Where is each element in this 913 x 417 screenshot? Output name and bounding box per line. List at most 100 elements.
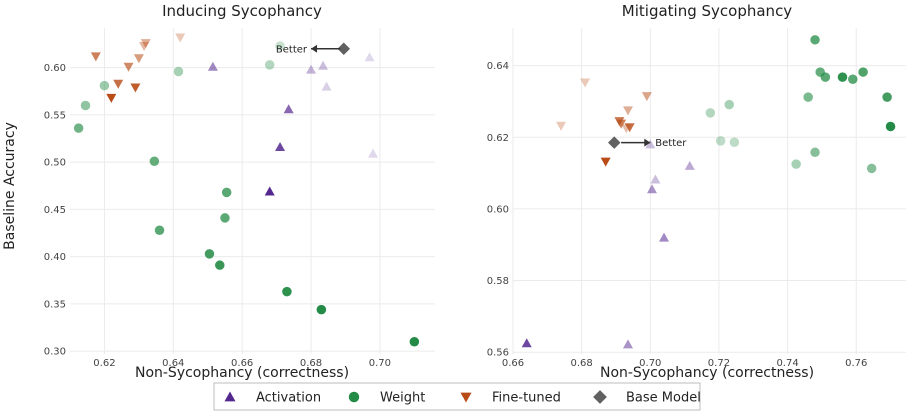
weight-point bbox=[73, 123, 84, 133]
y-axis-label: Baseline Accuracy bbox=[2, 122, 18, 250]
legend: Activation Weight Fine-tuned Base Model bbox=[213, 382, 701, 411]
activation-point bbox=[364, 52, 375, 62]
activation-point bbox=[264, 186, 275, 196]
weight-point bbox=[885, 121, 896, 132]
fine-tuned-point bbox=[616, 119, 627, 129]
weight-point bbox=[215, 260, 225, 270]
activation-point bbox=[368, 148, 379, 158]
y-tick-label: 0.35 bbox=[44, 299, 66, 310]
y-tick-label: 0.58 bbox=[487, 276, 509, 287]
y-tick-label: 0.60 bbox=[487, 204, 509, 215]
x-tick-label: 0.68 bbox=[300, 358, 322, 369]
weight-point bbox=[80, 100, 91, 111]
x-tick-label: 0.74 bbox=[776, 358, 798, 369]
activation-point bbox=[306, 64, 317, 74]
x-tick-label: 0.64 bbox=[162, 358, 184, 369]
activation-point bbox=[207, 61, 218, 71]
data-points bbox=[73, 33, 420, 347]
weight-point bbox=[848, 74, 858, 84]
fine-tuned-point bbox=[641, 92, 652, 102]
weight-point bbox=[820, 72, 831, 82]
weight-point bbox=[810, 147, 820, 158]
x-tick-label: 0.70 bbox=[639, 358, 661, 369]
y-tick-label: 0.60 bbox=[44, 63, 66, 74]
weight-point bbox=[858, 67, 868, 77]
fine-tuned-point bbox=[580, 78, 591, 88]
fine-tuned-point bbox=[133, 54, 144, 64]
x-tick-label: 0.62 bbox=[93, 358, 115, 369]
x-axis-label: Non-Sycophancy (correctness) bbox=[600, 365, 814, 381]
panel-inducing-sycophancy: Inducing Sycophancy Baseline Accuracy No… bbox=[2, 2, 435, 381]
chart-title: Mitigating Sycophancy bbox=[622, 2, 793, 20]
fine-tuned-point bbox=[90, 52, 101, 62]
fine-tuned-point bbox=[140, 39, 151, 49]
x-tick-label: 0.66 bbox=[231, 358, 253, 369]
activation-point bbox=[283, 104, 294, 114]
weight-point bbox=[264, 60, 275, 70]
activation-point bbox=[684, 160, 695, 170]
weight-point bbox=[204, 249, 215, 259]
better-arrowhead bbox=[311, 44, 318, 53]
weight-point bbox=[173, 66, 184, 77]
legend-item-base-model: Base Model bbox=[593, 390, 701, 406]
activation-point bbox=[645, 139, 656, 149]
data-points bbox=[521, 35, 896, 349]
legend-label: Weight bbox=[380, 391, 425, 406]
weight-point bbox=[409, 336, 420, 347]
weight-legend-marker bbox=[348, 391, 360, 403]
weight-point bbox=[220, 213, 230, 223]
fine-tuned-point bbox=[624, 123, 635, 133]
y-tick-label: 0.64 bbox=[487, 61, 509, 72]
fine-tuned-point bbox=[139, 41, 150, 51]
fine-tuned-point bbox=[106, 93, 117, 103]
weight-point bbox=[705, 108, 716, 118]
activation-point bbox=[318, 60, 329, 70]
x-tick-label: 0.68 bbox=[571, 358, 593, 369]
weight-point bbox=[866, 163, 877, 174]
y-tick-label: 0.55 bbox=[44, 110, 66, 121]
y-tick-label: 0.56 bbox=[487, 348, 509, 359]
activation-point bbox=[321, 81, 332, 91]
fine-tuned-point bbox=[600, 157, 611, 167]
legend-item-fine-tuned: Fine-tuned bbox=[460, 391, 561, 406]
x-tick-label: 0.72 bbox=[708, 358, 730, 369]
activation-point bbox=[275, 142, 286, 152]
y-tick-label: 0.45 bbox=[44, 205, 66, 216]
legend-item-activation: Activation bbox=[224, 391, 321, 406]
weight-point bbox=[729, 137, 740, 148]
weight-point bbox=[724, 99, 734, 110]
y-tick-label: 0.50 bbox=[44, 158, 66, 169]
weight-point bbox=[715, 136, 726, 146]
weight-point bbox=[837, 72, 848, 82]
weight-point bbox=[803, 92, 813, 102]
activation-point bbox=[659, 232, 670, 242]
y-tick-label: 0.40 bbox=[44, 252, 66, 263]
weight-point bbox=[882, 92, 892, 102]
fine-tuned-point bbox=[556, 121, 567, 131]
grid bbox=[70, 28, 435, 354]
legend-item-weight: Weight bbox=[348, 391, 425, 406]
base-model-point bbox=[608, 136, 621, 149]
weight-point bbox=[275, 41, 285, 51]
x-tick-label: 0.66 bbox=[502, 358, 524, 369]
better-annotation: Better bbox=[655, 138, 687, 149]
activation-point bbox=[622, 339, 633, 349]
y-tick-label: 0.62 bbox=[487, 133, 509, 144]
legend-label: Base Model bbox=[626, 391, 701, 406]
fine-tuned-legend-marker bbox=[460, 392, 472, 403]
weight-point bbox=[282, 286, 292, 297]
fine-tuned-point bbox=[175, 33, 186, 43]
chart-title: Inducing Sycophancy bbox=[162, 2, 322, 20]
fine-tuned-point bbox=[113, 79, 124, 89]
weight-point bbox=[791, 159, 801, 169]
activation-legend-marker bbox=[224, 391, 236, 402]
weight-point bbox=[810, 35, 820, 45]
fine-tuned-point bbox=[123, 62, 134, 72]
weight-point bbox=[99, 80, 110, 91]
better-arrowhead bbox=[644, 138, 651, 147]
legend-label: Activation bbox=[256, 391, 321, 406]
fine-tuned-point bbox=[130, 83, 141, 93]
legend-label: Fine-tuned bbox=[492, 391, 561, 406]
activation-point bbox=[647, 184, 658, 194]
base-model-legend-marker bbox=[593, 390, 607, 404]
